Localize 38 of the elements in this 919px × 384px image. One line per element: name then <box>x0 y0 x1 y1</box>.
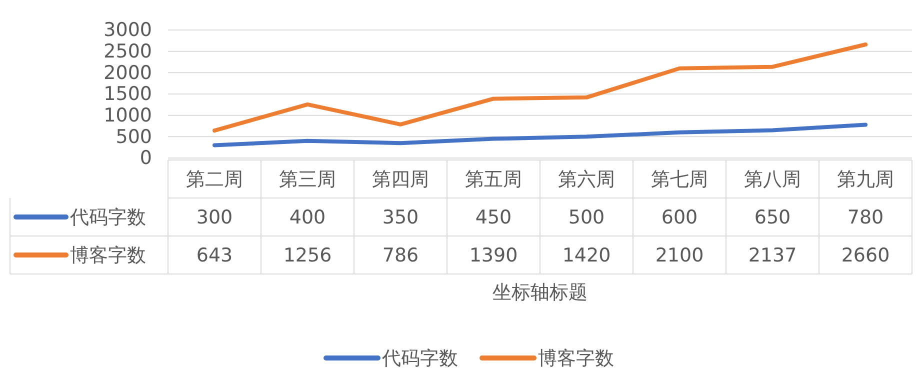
x-tick-label: 第七周 <box>651 168 708 191</box>
y-tick-label: 1000 <box>104 104 152 126</box>
y-tick-label: 2000 <box>104 62 152 84</box>
data-label: 1420 <box>562 244 611 267</box>
data-label: 2100 <box>655 244 704 267</box>
x-tick-label: 第九周 <box>837 168 894 191</box>
data-label: 643 <box>196 244 233 267</box>
y-tick-label: 3000 <box>104 19 152 42</box>
data-label: 1390 <box>469 244 518 267</box>
data-label: 600 <box>661 206 698 229</box>
data-label: 780 <box>847 206 884 229</box>
x-tick-label: 第四周 <box>372 168 429 191</box>
data-label: 2660 <box>841 244 890 267</box>
data-label: 450 <box>475 206 512 229</box>
legend-label: 博客字数 <box>70 244 146 267</box>
x-axis-title: 坐标轴标题 <box>492 282 588 304</box>
y-tick-label: 2500 <box>104 40 152 62</box>
x-tick-label: 第五周 <box>465 168 522 191</box>
data-label: 650 <box>754 206 791 229</box>
x-tick-label: 第八周 <box>744 168 801 191</box>
data-label: 400 <box>289 206 326 229</box>
data-label: 786 <box>382 244 419 267</box>
data-label: 350 <box>382 206 419 229</box>
x-tick-label: 第二周 <box>186 168 243 191</box>
line-series <box>212 122 868 148</box>
data-label: 500 <box>568 206 605 229</box>
data-label: 1256 <box>283 244 332 267</box>
text: 代码字数 <box>382 348 458 370</box>
data-label: 300 <box>196 206 233 229</box>
x-tick-label: 第六周 <box>558 168 615 191</box>
y-tick-label: 500 <box>116 126 152 148</box>
line-series <box>212 42 868 133</box>
x-tick-label: 第三周 <box>279 168 336 191</box>
text: 博客字数 <box>538 348 614 370</box>
data-label: 2137 <box>748 244 797 267</box>
y-tick-label: 0 <box>140 147 152 170</box>
legend-label: 代码字数 <box>69 206 146 229</box>
y-tick-label: 1500 <box>104 83 152 106</box>
